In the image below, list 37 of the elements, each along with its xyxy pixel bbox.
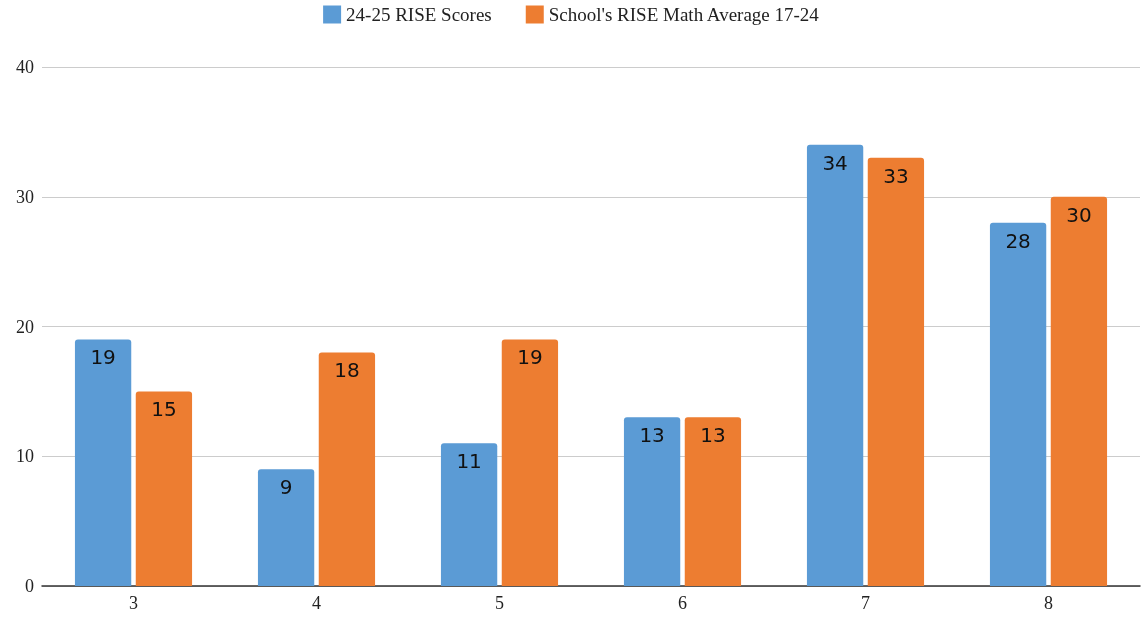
x-tick-label: 5 <box>495 593 504 613</box>
bar <box>684 417 742 586</box>
bar <box>74 339 132 586</box>
data-label: 19 <box>517 345 543 370</box>
bar <box>318 352 376 586</box>
bar <box>623 417 681 586</box>
x-tick-label: 8 <box>1044 593 1053 613</box>
data-label: 33 <box>883 163 909 188</box>
y-tick-label: 0 <box>25 576 34 596</box>
y-tick-label: 20 <box>16 316 34 337</box>
x-tick-label: 4 <box>312 593 321 613</box>
data-label: 13 <box>700 423 726 448</box>
bar <box>135 391 193 586</box>
bar <box>867 157 925 586</box>
y-tick-label: 10 <box>16 446 34 467</box>
bar <box>440 443 498 586</box>
data-label: 18 <box>334 358 360 383</box>
bar <box>1050 196 1108 586</box>
legend-label: 24-25 RISE Scores <box>346 4 492 25</box>
x-tick-label: 7 <box>861 593 870 613</box>
y-tick-label: 30 <box>16 186 34 207</box>
data-label: 34 <box>822 150 848 175</box>
data-label: 13 <box>639 423 665 448</box>
data-label: 28 <box>1005 228 1031 253</box>
bar <box>257 469 315 586</box>
bar <box>989 222 1047 586</box>
y-tick-label: 40 <box>16 57 34 77</box>
data-label: 11 <box>456 449 482 474</box>
data-label: 15 <box>151 397 177 422</box>
data-label: 19 <box>90 345 116 370</box>
data-label: 9 <box>279 475 293 500</box>
legend-label: School's RISE Math Average 17-24 <box>548 4 820 25</box>
bar <box>806 144 864 586</box>
bar <box>501 339 559 586</box>
data-label: 30 <box>1066 202 1092 227</box>
x-tick-label: 6 <box>678 593 687 613</box>
x-tick-label: 3 <box>129 593 138 613</box>
